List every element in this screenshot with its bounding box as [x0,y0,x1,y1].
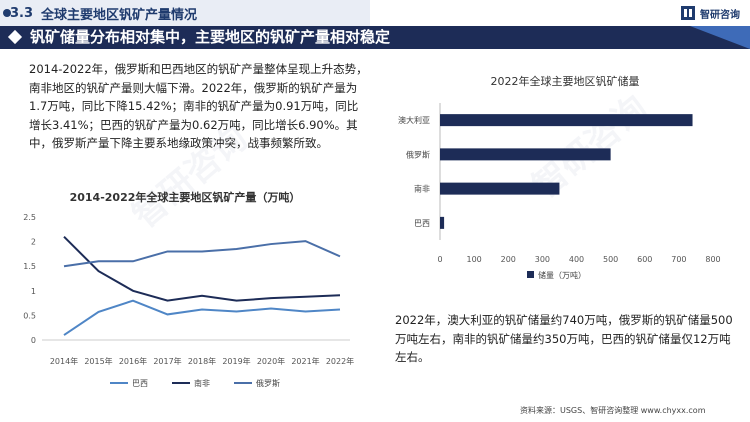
x-tick-label: 200 [501,255,516,264]
section-number: 3.3 [10,5,34,21]
banner-accent [690,26,750,49]
top-bar: 3.3 全球主要地区钒矿产量情况 智研咨询 [0,0,750,26]
x-tick-label: 700 [671,255,686,264]
x-tick-label: 2017年 [153,356,181,366]
x-tick-label: 2014年 [50,356,78,366]
legend-label: 俄罗斯 [256,378,280,388]
x-tick-label: 2018年 [188,356,216,366]
x-tick-label: 2020年 [257,356,285,366]
reserves-summary-text: 2022年，澳大利亚的钒矿储量约740万吨，俄罗斯的钒矿储量500万吨左右，南非… [395,313,733,364]
y-tick-label: 1 [31,287,36,296]
production-summary-text: 2014-2022年，俄罗斯和巴西地区的钒矿产量整体呈现上升态势，南非地区的钒矿… [29,62,368,150]
x-tick-label: 500 [603,255,618,264]
diamond-icon [7,29,23,45]
source-note: 资料来源：USGS、智研咨询整理 www.chyxx.com [520,406,706,415]
logo-text: 智研咨询 [700,9,740,21]
bar-南非 [440,182,560,195]
bar-俄罗斯 [440,148,611,161]
x-tick-label: 2015年 [84,356,112,366]
category-label: 南非 [414,184,430,194]
x-tick-label: 800 [705,255,720,264]
series-line-南非 [63,235,341,302]
bar-澳大利亚 [440,114,693,127]
category-label: 俄罗斯 [406,149,430,159]
headline-banner: 钒矿储量分布相对集中，主要地区的钒矿产量相对稳定 [0,26,750,49]
category-label: 澳大利亚 [398,115,430,125]
logo-icon [681,6,695,20]
y-tick-label: 0.5 [23,311,36,320]
x-tick-label: 2016年 [119,356,147,366]
y-tick-label: 0 [31,336,36,345]
x-tick-label: 600 [637,255,652,264]
legend-swatch [527,271,534,278]
y-tick-label: 2.5 [23,213,36,222]
section-title: 全球主要地区钒矿产量情况 [41,7,198,23]
brand-logo: 智研咨询 [680,5,740,21]
legend-label: 储量（万吨） [538,270,586,280]
bar-巴西 [440,216,445,229]
x-tick-label: 100 [466,255,481,264]
legend-label: 巴西 [132,379,148,388]
headline-title: 钒矿储量分布相对集中，主要地区的钒矿产量相对稳定 [30,28,391,46]
x-tick-label: 2021年 [291,356,319,366]
x-tick-label: 0 [437,255,442,264]
legend-label: 南非 [194,378,210,388]
bar-chart-title: 2022年全球主要地区钒矿储量 [491,74,640,88]
production-line-chart: 2014-2022年全球主要地区钒矿产量（万吨） 0 0.5 1 1.5 2 2.5 20… [23,190,354,388]
x-tick-label: 400 [569,255,584,264]
x-tick-label: 300 [535,255,550,264]
x-tick-label: 2019年 [222,356,250,366]
line-chart-title: 2014-2022年全球主要地区钒矿产量（万吨） [70,190,301,204]
y-tick-label: 1.5 [23,262,36,271]
category-label: 巴西 [414,219,430,228]
bullet-icon [3,9,11,17]
y-tick-label: 2 [31,238,36,247]
x-tick-label: 2022年 [326,356,354,366]
section-tab: 3.3 全球主要地区钒矿产量情况 [0,0,370,26]
series-line-巴西 [63,299,341,336]
series-line-俄罗斯 [63,240,341,268]
